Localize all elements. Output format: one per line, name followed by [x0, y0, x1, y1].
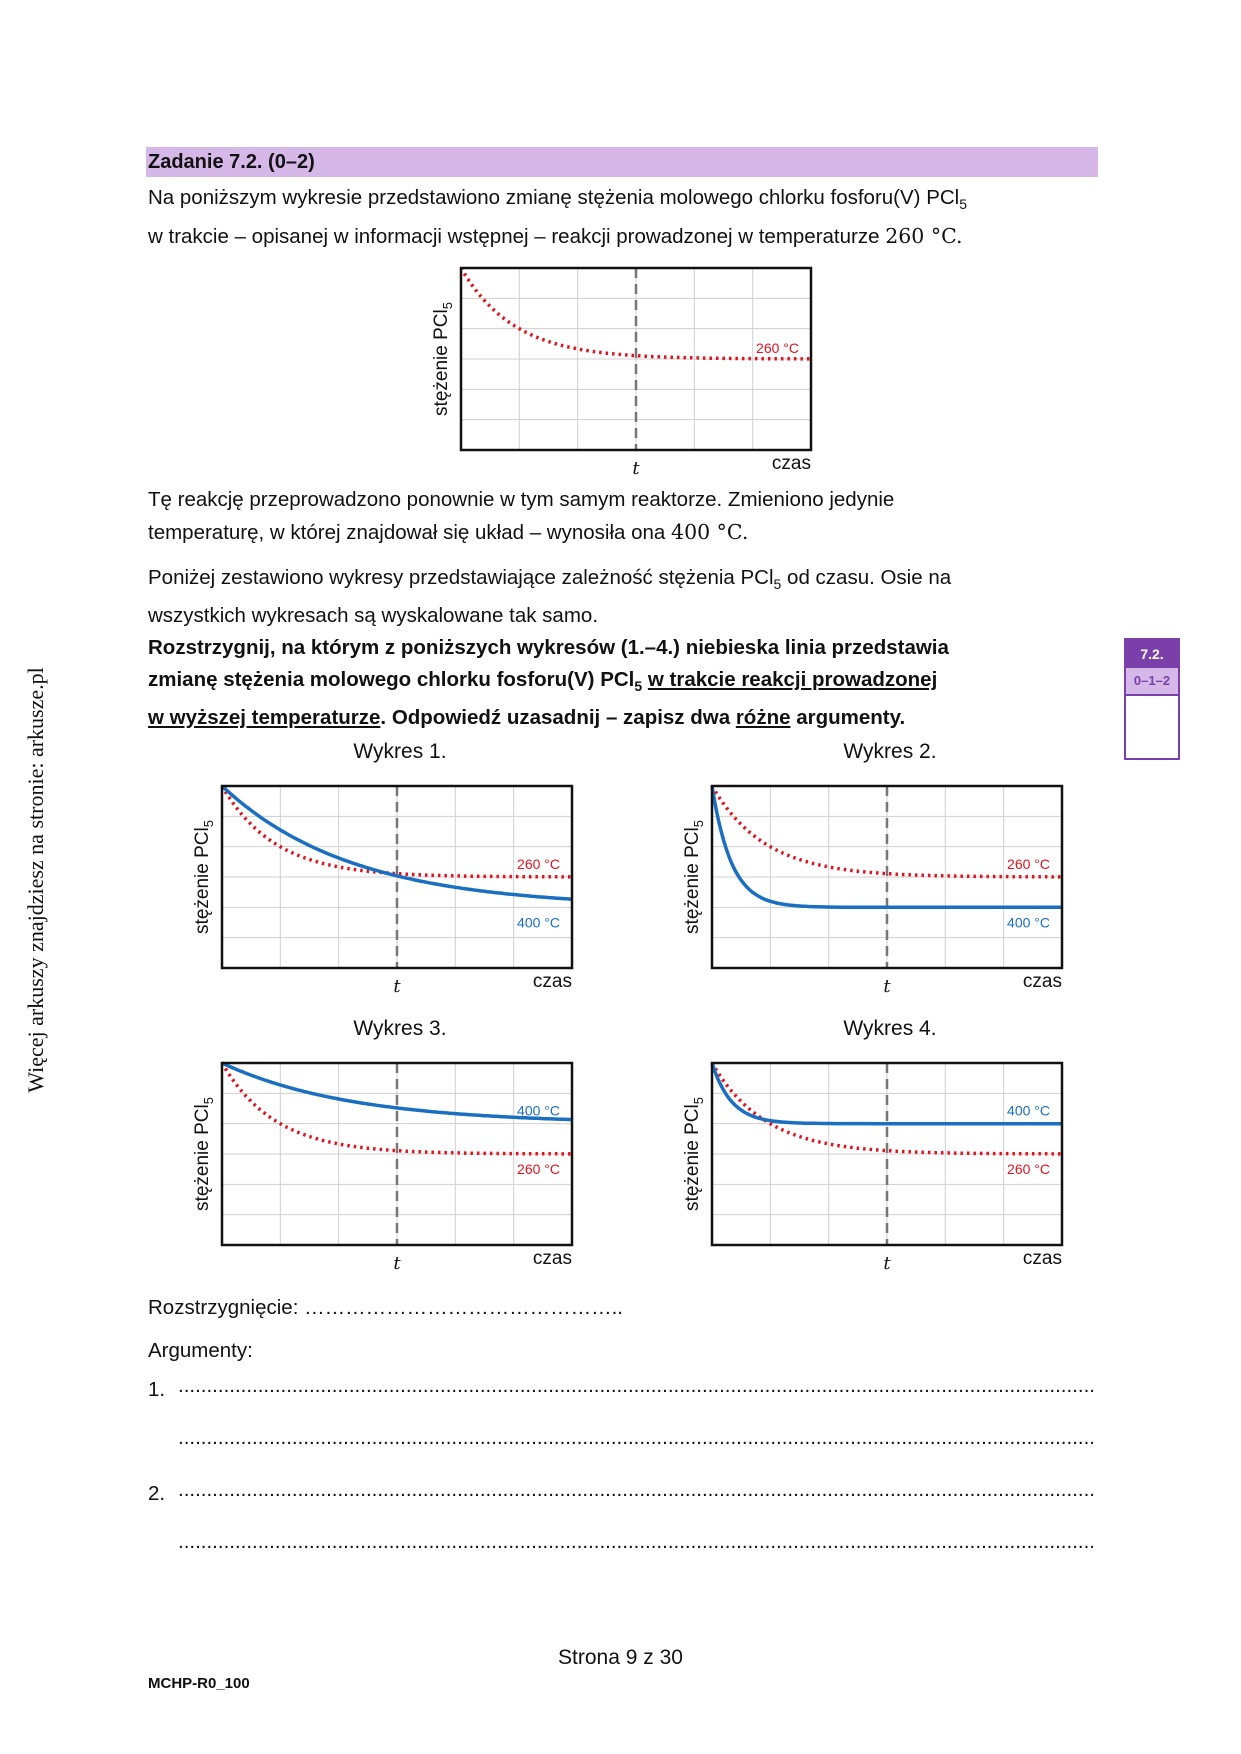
series-line-400 [710, 785, 1062, 910]
series-line-400 [221, 1061, 573, 1122]
t-label: t [393, 1253, 401, 1272]
argument-1-number: 1. [148, 1378, 166, 1401]
series-label: 400 °C [517, 1103, 560, 1119]
y-axis-label-sub: 5 [201, 820, 216, 827]
chart-3: 260 °C 400 °C stężenie PCl5 t czas [176, 1057, 586, 1274]
x-axis-label: czas [772, 453, 811, 474]
x-axis-label: czas [533, 971, 572, 992]
chart-1-svg: 260 °C 400 °C stężenie PCl5 t czas [192, 784, 574, 997]
x-axis-label: czas [1023, 1248, 1062, 1269]
x-axis-label: czas [1023, 971, 1062, 992]
chart-1: 260 °C 400 °C stężenie PCl5 t czas [176, 780, 586, 997]
series-line-260 [459, 267, 811, 361]
series-line-260 [220, 1062, 572, 1156]
paragraph-axes: Poniżej zestawiono wykresy przedstawiają… [148, 566, 952, 628]
series-label: 400 °C [517, 914, 560, 930]
plot-frame [710, 784, 1064, 970]
y-axis-label: stężenie PCl5 [682, 820, 706, 934]
plot-frame [220, 1061, 574, 1247]
chart-3-svg: 260 °C 400 °C stężenie PCl5 t czas [192, 1061, 574, 1274]
series-line-400 [220, 784, 573, 901]
plot-frame [710, 1061, 1064, 1247]
chart-2-svg: 260 °C 400 °C stężenie PCl5 t czas [682, 784, 1064, 997]
arguments-label: Argumenty: [148, 1339, 253, 1362]
reference-chart-svg: 260 °C stężenie PCl5 t czas [431, 266, 813, 479]
y-axis-label-sub: 5 [440, 302, 455, 309]
chart-title-4: Wykres 4. [843, 1017, 937, 1040]
y-axis-label: stężenie PCl5 [192, 1097, 216, 1211]
y-axis-label: stężenie PCl5 [682, 1097, 706, 1211]
chart-2: 260 °C 400 °C stężenie PCl5 t czas [666, 780, 1076, 997]
argument-2-line-2[interactable]: ........................................… [178, 1530, 1093, 1553]
t-label: t [883, 1253, 891, 1272]
series-line-260 [710, 1062, 1062, 1156]
y-axis-label: stężenie PCl5 [192, 820, 216, 934]
task-command: Rozstrzygnij, na którym z poniższych wyk… [148, 636, 949, 730]
page-number: Strona 9 z 30 [558, 1646, 683, 1669]
series-line-260 [220, 785, 572, 879]
badge-number: 7.2. [1126, 640, 1178, 668]
badge-score: 0–1–2 [1126, 668, 1178, 696]
series-label: 260 °C [517, 1161, 560, 1177]
series-label: 260 °C [756, 340, 799, 356]
series-label: 260 °C [517, 856, 560, 872]
decision-answer-field[interactable]: ……………………………………….. [304, 1296, 623, 1319]
x-axis-label: czas [533, 1248, 572, 1269]
chart-4-svg: 260 °C 400 °C stężenie PCl5 t czas [682, 1061, 1064, 1274]
score-badge: 7.2. 0–1–2 [1124, 638, 1180, 760]
intro-paragraph: Na poniższym wykresie przedstawiono zmia… [148, 186, 968, 249]
exam-code: MCHP-R0_100 [148, 1675, 250, 1692]
series-line-260 [710, 785, 1062, 879]
plot-frame [220, 784, 574, 970]
series-label: 400 °C [1007, 914, 1050, 930]
sidebar-promo-text: Więcej arkuszy znajdziesz na stronie: ar… [23, 667, 48, 1093]
y-axis-label-sub: 5 [691, 820, 706, 827]
chart-4: 260 °C 400 °C stężenie PCl5 t czas [666, 1057, 1076, 1274]
series-label: 400 °C [1007, 1103, 1050, 1119]
y-axis-label-sub: 5 [691, 1097, 706, 1104]
decision-line: Rozstrzygnięcie: ……………………………………….. [148, 1296, 623, 1319]
argument-1-line-1[interactable]: ........................................… [178, 1374, 1093, 1397]
argument-1-line-2[interactable]: ........................................… [178, 1426, 1093, 1449]
t-label: t [883, 976, 891, 995]
argument-2-line-1[interactable]: ........................................… [178, 1478, 1093, 1501]
y-axis-label: stężenie PCl5 [431, 302, 455, 416]
chart-title-1: Wykres 1. [353, 740, 447, 763]
plot-frame [459, 266, 813, 452]
chart-title-3: Wykres 3. [353, 1017, 447, 1040]
paragraph-repeat: Tę reakcję przeprowadzono ponownie w tym… [148, 488, 895, 544]
chart-title-2: Wykres 2. [843, 740, 937, 763]
series-label: 260 °C [1007, 856, 1050, 872]
task-title: Zadanie 7.2. (0–2) [146, 147, 1098, 177]
argument-2-number: 2. [148, 1482, 166, 1505]
t-label: t [632, 458, 640, 477]
series-line-400 [710, 1062, 1062, 1126]
y-axis-label-sub: 5 [201, 1097, 216, 1104]
reference-chart: 260 °C stężenie PCl5 t czas [415, 262, 825, 479]
t-label: t [393, 976, 401, 995]
series-label: 260 °C [1007, 1161, 1050, 1177]
